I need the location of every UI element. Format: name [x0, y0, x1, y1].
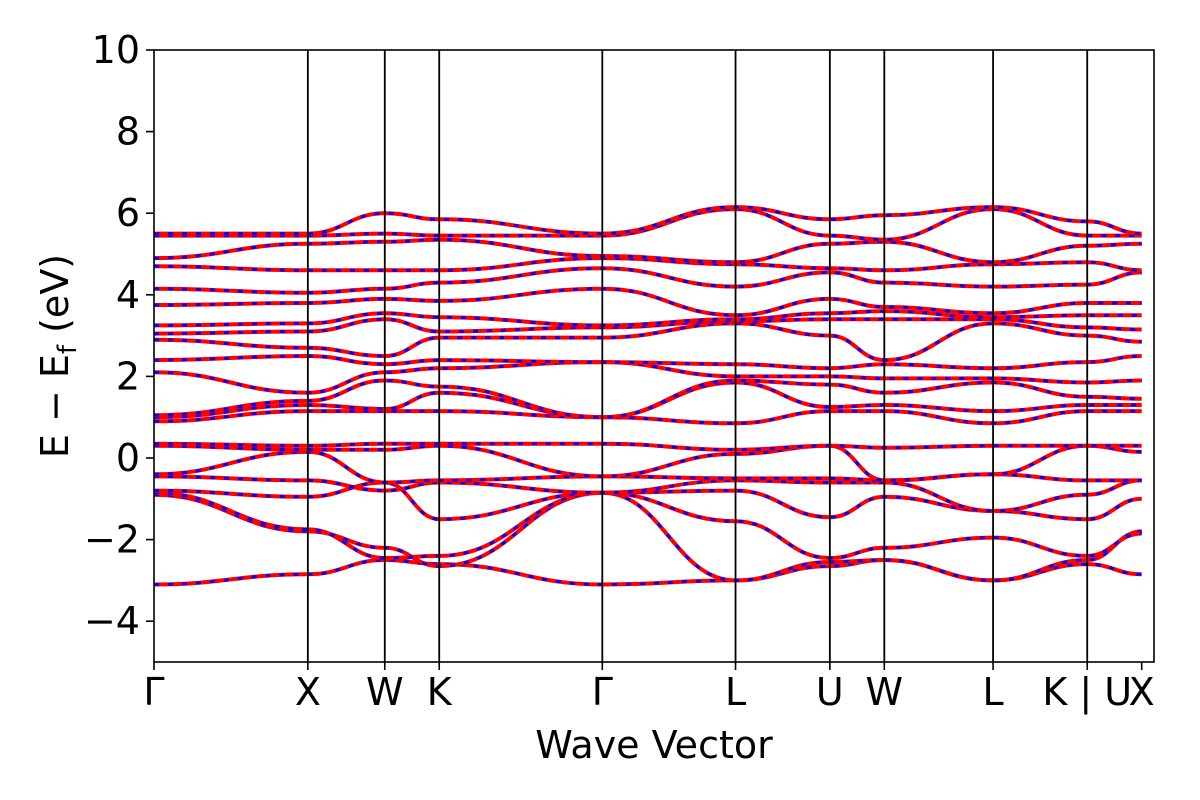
band-line-20-dashed: [153, 238, 1142, 264]
x-tick-label: Γ: [143, 670, 164, 714]
y-axis: −4 −2 0 2 4 6 8 10: [84, 28, 154, 643]
y-tick-label: −4: [84, 599, 140, 643]
band-line-3-dashed: [153, 491, 1142, 560]
x-tick-label: K: [427, 670, 453, 714]
x-tick-label: L: [725, 670, 746, 714]
x-axis-label: Wave Vector: [535, 723, 773, 767]
band-line-18: [153, 266, 1142, 295]
y-tick-label: 0: [116, 436, 140, 480]
band-line-14-dashed: [153, 321, 1142, 362]
y-tick-label: 8: [116, 110, 140, 154]
y-axis-label-unit: (eV): [33, 254, 77, 345]
band-line-19: [153, 256, 1142, 273]
x-tick-label: X: [295, 670, 321, 714]
band-line-4-dashed: [153, 480, 1142, 521]
x-tick-label: W: [366, 670, 404, 714]
band-line-9-dashed: [153, 409, 1142, 425]
band-line-12: [153, 360, 1142, 395]
y-tick-label: 4: [116, 273, 140, 317]
bands-group: [153, 205, 1142, 587]
x-tick-label: U: [816, 670, 844, 714]
band-line-11-dashed: [153, 378, 1142, 419]
kpoint-lines-group: [306, 50, 1089, 662]
band-line-17-dashed: [153, 287, 1142, 317]
band-line-8: [153, 441, 1142, 452]
y-axis-label: E − Ef (eV): [33, 254, 83, 458]
y-tick-label: 2: [116, 354, 140, 398]
band-line-5: [153, 474, 1142, 514]
y-tick-label: 6: [116, 191, 140, 235]
y-tick-label: −2: [84, 518, 140, 562]
x-tick-label: W: [866, 670, 904, 714]
band-line-2-dashed: [153, 491, 1142, 582]
band-line-13: [153, 353, 1142, 371]
band-line-22: [154, 205, 1142, 236]
y-tick-label: 10: [92, 28, 140, 72]
band-line-7-dashed: [153, 444, 1142, 482]
x-tick-label: K | U: [1042, 670, 1132, 715]
y-axis-label-subscript: f: [53, 344, 83, 354]
x-tick-label: Γ: [592, 670, 613, 714]
band-line-16: [153, 309, 1142, 328]
y-axis-label-main: E − E: [33, 354, 77, 458]
plot-frame: [153, 49, 1155, 663]
x-tick-label: L: [982, 670, 1003, 714]
x-tick-label: X: [1129, 670, 1155, 714]
